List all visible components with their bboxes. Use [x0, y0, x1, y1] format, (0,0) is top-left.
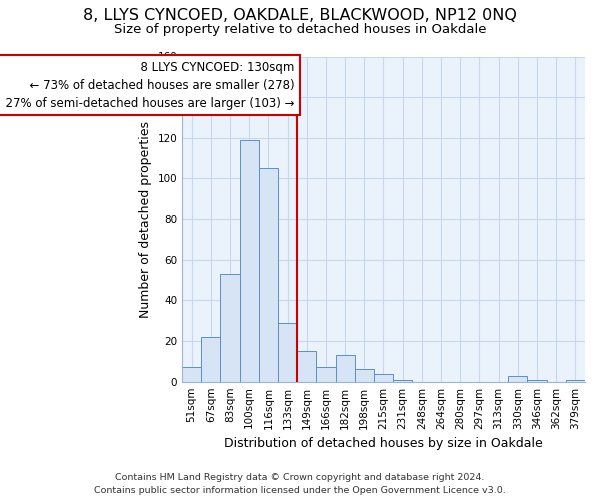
Text: Size of property relative to detached houses in Oakdale: Size of property relative to detached ho…	[114, 22, 486, 36]
Bar	[374, 374, 393, 382]
Bar	[508, 376, 527, 382]
Bar	[527, 380, 547, 382]
Bar	[393, 380, 412, 382]
X-axis label: Distribution of detached houses by size in Oakdale: Distribution of detached houses by size …	[224, 437, 543, 450]
Bar	[201, 337, 220, 382]
Y-axis label: Number of detached properties: Number of detached properties	[139, 120, 152, 318]
Text: 8, LLYS CYNCOED, OAKDALE, BLACKWOOD, NP12 0NQ: 8, LLYS CYNCOED, OAKDALE, BLACKWOOD, NP1…	[83, 8, 517, 22]
Text: Contains HM Land Registry data © Crown copyright and database right 2024.
Contai: Contains HM Land Registry data © Crown c…	[94, 473, 506, 495]
Bar	[182, 368, 201, 382]
Bar	[316, 368, 335, 382]
Bar	[566, 380, 585, 382]
Bar	[355, 370, 374, 382]
Bar	[335, 356, 355, 382]
Bar	[239, 140, 259, 382]
Bar	[259, 168, 278, 382]
Bar	[278, 322, 297, 382]
Text: 8 LLYS CYNCOED: 130sqm
  ← 73% of detached houses are smaller (278)
  27% of sem: 8 LLYS CYNCOED: 130sqm ← 73% of detached…	[0, 60, 294, 110]
Bar	[297, 351, 316, 382]
Bar	[220, 274, 239, 382]
